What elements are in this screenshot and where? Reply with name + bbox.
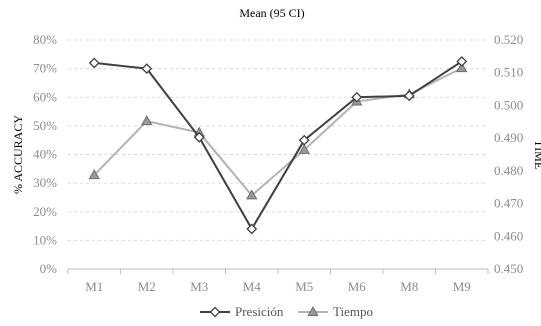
legend-item: Tiempo — [298, 304, 373, 319]
legend-label: Presición — [235, 304, 284, 319]
data-point — [298, 143, 310, 154]
data-point — [456, 56, 468, 67]
right-axis-tick-label: 0.500 — [494, 97, 523, 112]
legend-item: Presición — [200, 304, 284, 319]
x-axis-tick-label: M9 — [453, 279, 471, 294]
data-point — [141, 63, 153, 75]
left-axis-tick-label: 70% — [33, 61, 57, 76]
data-point — [351, 91, 363, 103]
series — [88, 56, 468, 235]
data-point — [298, 134, 310, 146]
gridlines — [68, 39, 488, 241]
x-axis-tick-label: M6 — [348, 279, 367, 294]
data-point — [246, 223, 258, 235]
left-axis-tick-label: 60% — [33, 89, 57, 104]
data-point — [141, 115, 153, 126]
right-axis-tick-label: 0.470 — [494, 196, 523, 211]
series-line — [93, 67, 463, 197]
data-point — [193, 131, 205, 143]
right-axis-tick-label: 0.490 — [494, 130, 523, 145]
legend-marker — [209, 306, 221, 318]
legend-marker — [307, 305, 319, 316]
legend: Presición Tiempo — [200, 304, 373, 319]
right-axis-tick-label: 0.450 — [494, 261, 523, 276]
right-axis-tick-label: 0.510 — [494, 65, 523, 80]
left-axis-tick-label: 10% — [33, 232, 57, 247]
series-time — [88, 62, 468, 200]
data-point — [88, 57, 100, 69]
x-axis-tick-label: M1 — [85, 279, 103, 294]
series-line — [94, 60, 463, 231]
data-point — [88, 169, 100, 180]
left-axis-tick-label: 0% — [40, 261, 58, 276]
x-axis-tick-label: M8 — [400, 279, 418, 294]
right-axis-title: TIME — [532, 140, 541, 169]
series-precision — [88, 56, 468, 235]
axes: 0% 10% 20% 30% 40% 50% 60% 70% 80% 0.450 0.460 0.47… — [11, 32, 541, 294]
x-axis-tick-label: M3 — [190, 279, 208, 294]
left-axis-tick-label: 40% — [33, 147, 57, 162]
right-axis-tick-label: 0.480 — [494, 163, 523, 178]
x-axis-tick-label: M5 — [295, 279, 313, 294]
right-axis-tick-label: 0.460 — [494, 228, 523, 243]
x-axis-tick-label: M2 — [138, 279, 156, 294]
right-axis-tick-label: 0.520 — [494, 32, 523, 47]
left-axis-tick-label: 80% — [33, 32, 57, 47]
left-axis-tick-label: 20% — [33, 204, 57, 219]
left-axis-tick-label: 50% — [33, 118, 57, 133]
data-point — [246, 189, 258, 200]
legend-label: Tiempo — [333, 304, 373, 319]
chart-title: Mean (95 CI) — [239, 6, 304, 20]
x-axis-tick-label: M4 — [243, 279, 262, 294]
data-point — [403, 90, 415, 102]
data-point — [456, 62, 468, 73]
left-axis-tick-label: 30% — [33, 175, 57, 190]
left-axis-title: % ACCURACY — [11, 115, 25, 194]
